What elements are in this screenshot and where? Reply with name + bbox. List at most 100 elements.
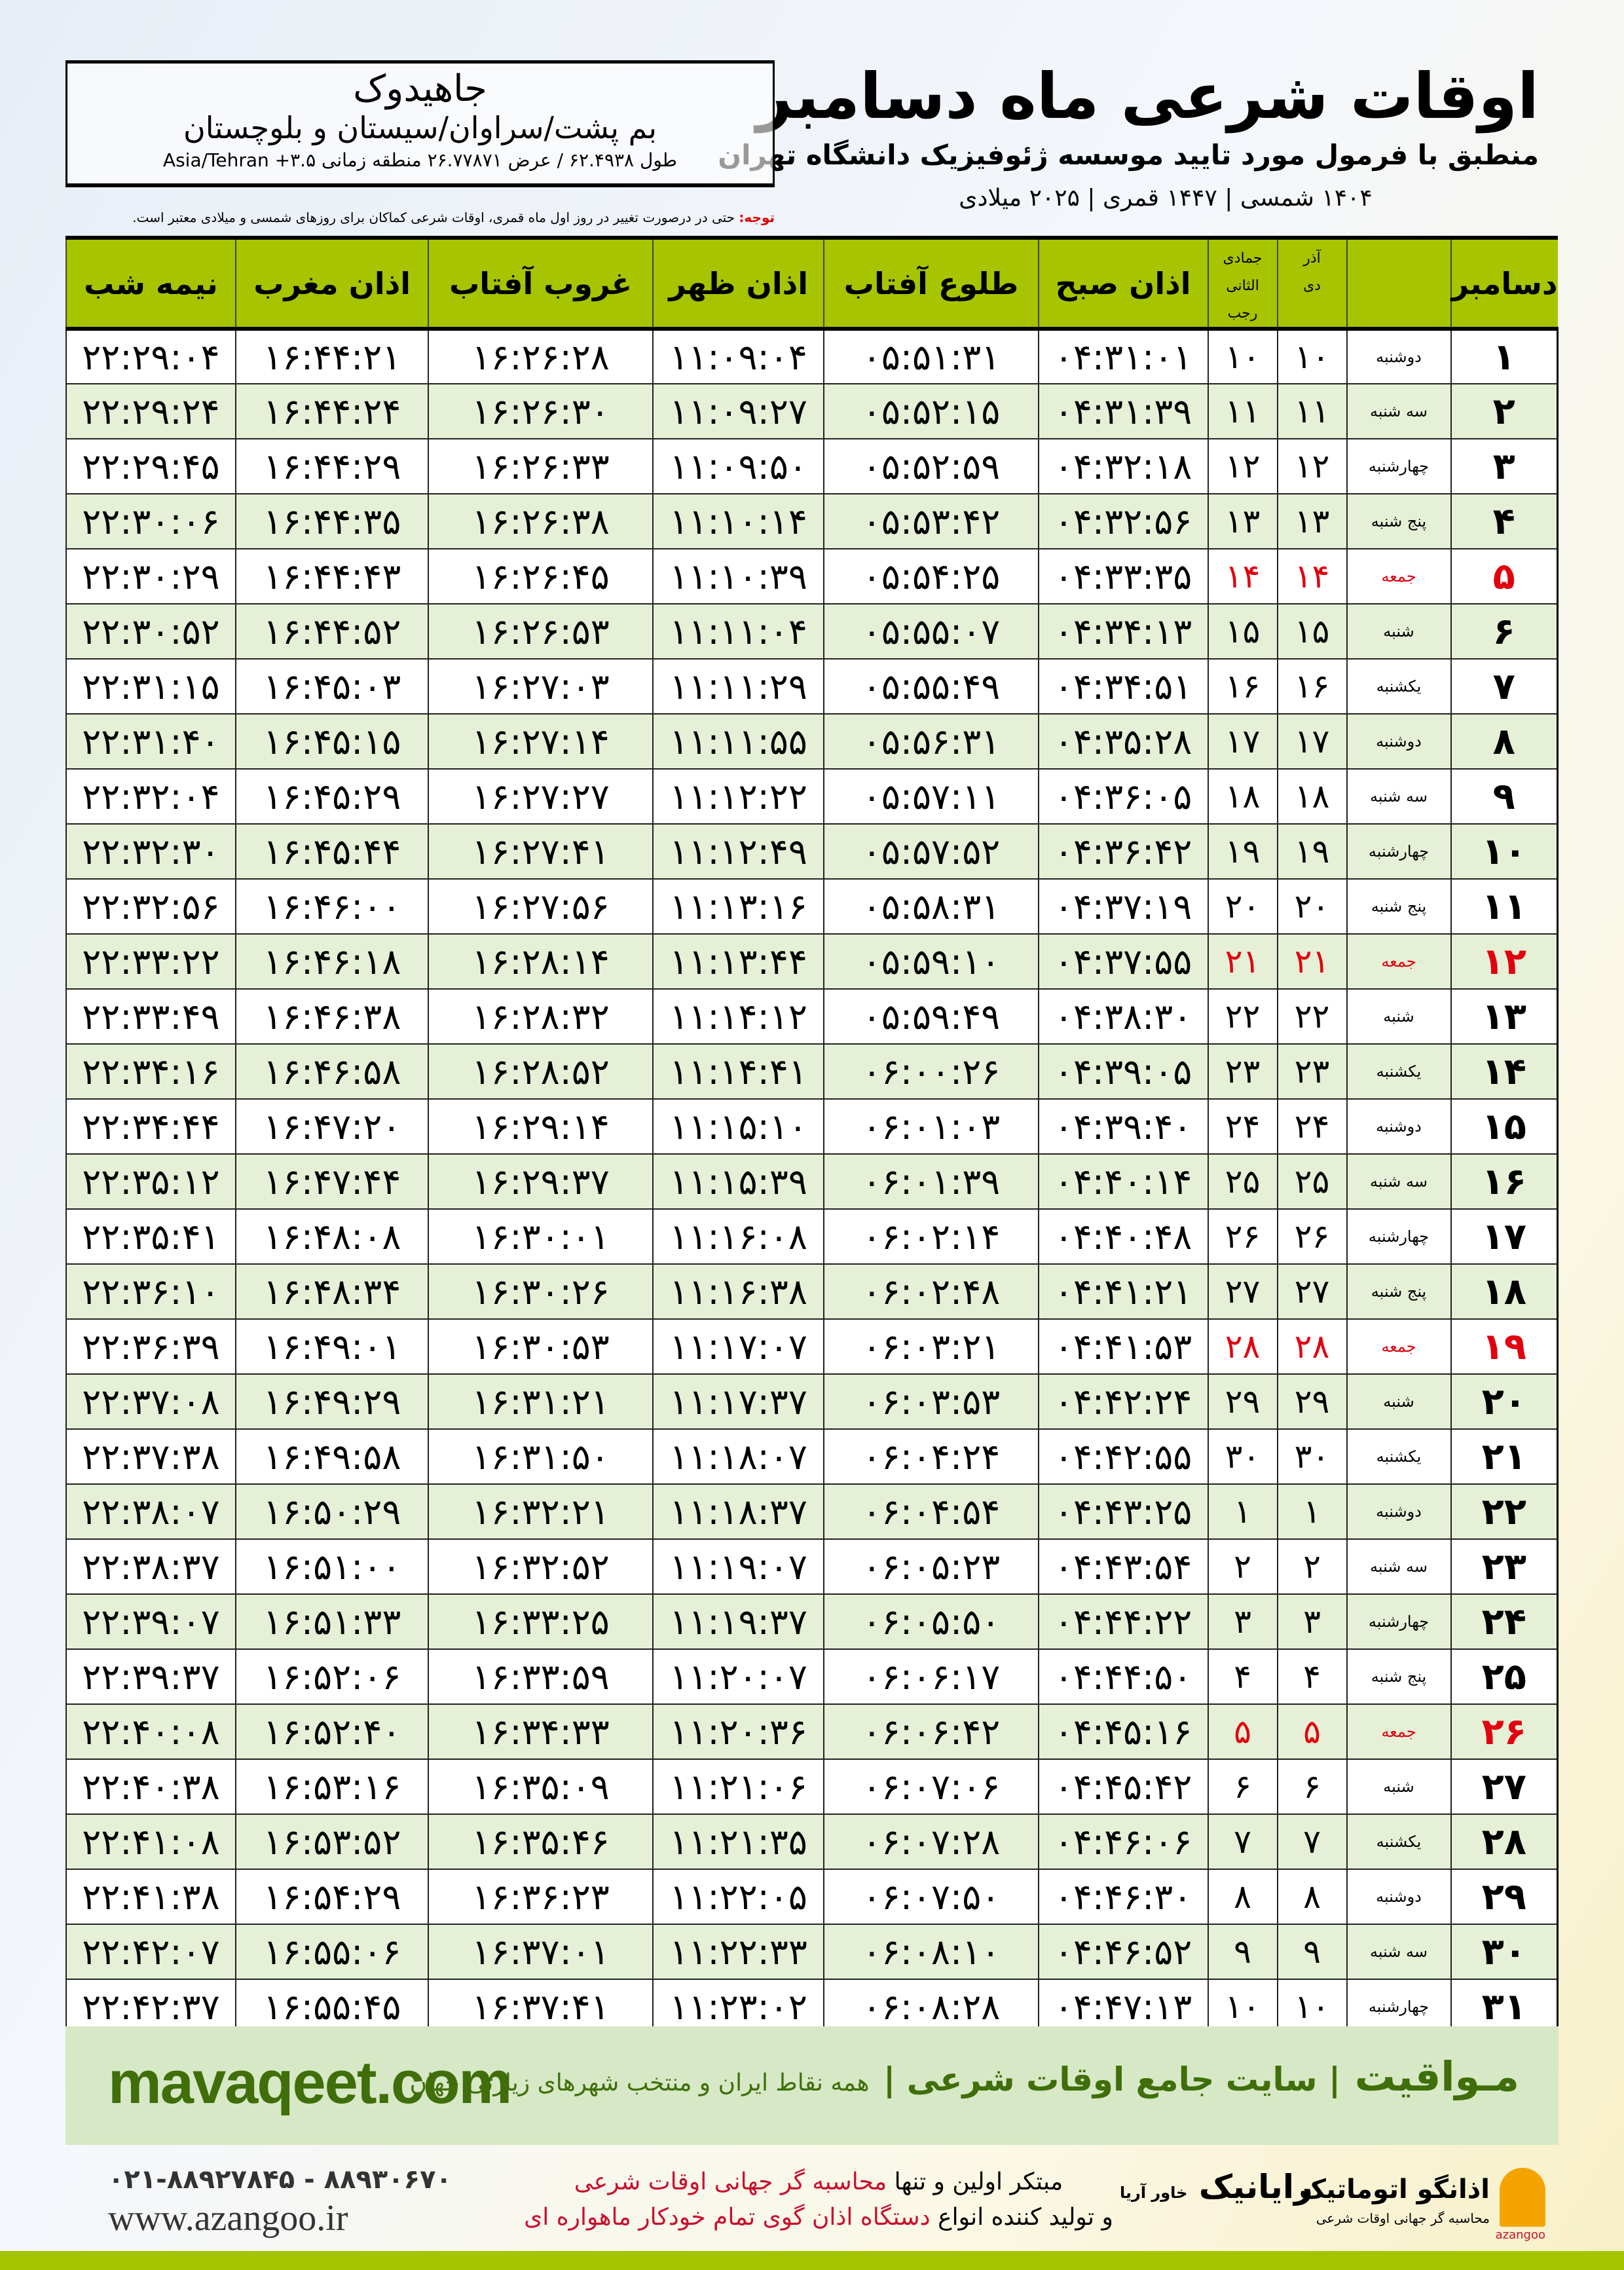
qamari-day: ۱	[1207, 1483, 1278, 1540]
note: توجه: حتی در درصورت تغییر در روز اول ماه…	[65, 210, 775, 225]
fajr-time: ۰۴:۴۰:۱۴	[1037, 1153, 1209, 1210]
sunset-time: ۱۶:۲۶:۳۸	[428, 493, 654, 550]
day-number: ۵	[1450, 548, 1559, 605]
maghrib-time: ۱۶:۴۷:۴۴	[234, 1153, 430, 1210]
sunrise-time: ۰۵:۵۴:۲۵	[823, 548, 1039, 605]
weekday: چهارشنبه	[1346, 1208, 1452, 1265]
rayanik-logo: رایانیک خاور آریا	[1120, 2168, 1313, 2206]
table-row: ۲۲ دوشنبه ۱ ۱ ۰۴:۴۳:۲۵ ۰۶:۰۴:۵۴ ۱۱:۱۸:۳۷ ۱۶:۳۲:…	[65, 1483, 1559, 1540]
shamsi-day: ۸	[1276, 1869, 1348, 1926]
midnight-time: ۲۲:۳۴:۱۶	[65, 1043, 236, 1100]
maghrib-time: ۱۶:۵۲:۰۶	[234, 1648, 430, 1705]
sunset-time: ۱۶:۳۱:۵۰	[428, 1428, 654, 1485]
midnight-time: ۲۲:۴۱:۰۸	[65, 1814, 236, 1870]
day-number: ۸	[1450, 713, 1559, 770]
azangoo-url[interactable]: www.azangoo.ir	[108, 2198, 348, 2239]
midnight-time: ۲۲:۳۵:۴۱	[65, 1208, 236, 1265]
sunrise-time: ۰۶:۰۸:۲۸	[823, 1979, 1039, 2036]
midnight-time: ۲۲:۴۰:۰۸	[65, 1703, 236, 1760]
sunrise-time: ۰۶:۰۵:۵۰	[823, 1593, 1039, 1650]
shamsi-day: ۴	[1276, 1648, 1348, 1705]
fajr-time: ۰۴:۴۲:۲۴	[1037, 1373, 1209, 1430]
maghrib-time: ۱۶:۵۱:۳۳	[234, 1593, 430, 1650]
dhuhr-time: ۱۱:۲۱:۳۵	[652, 1814, 825, 1870]
fajr-time: ۰۴:۳۹:۰۵	[1037, 1043, 1209, 1100]
shamsi-day: ۱۷	[1276, 713, 1348, 770]
fajr-time: ۰۴:۳۹:۴۰	[1037, 1098, 1209, 1155]
sunrise-time: ۰۶:۰۷:۰۶	[823, 1758, 1039, 1815]
table-row: ۲۱ یکشنبه ۳۰ ۳۰ ۰۴:۴۲:۵۵ ۰۶:۰۴:۲۴ ۱۱:۱۸:۰۷ ۱۶:۳…	[65, 1428, 1559, 1485]
day-number: ۱۲	[1450, 933, 1559, 990]
midnight-time: ۲۲:۳۰:۵۲	[65, 603, 236, 660]
day-number: ۲۴	[1450, 1593, 1559, 1650]
midnight-time: ۲۲:۳۲:۵۶	[65, 878, 236, 935]
footer: ۰۲۱-۸۸۹۲۷۸۴۵ - ۸۸۹۳۰۶۷۰ www.azangoo.ir م…	[65, 2161, 1559, 2242]
sunrise-time: ۰۵:۵۳:۴۲	[823, 493, 1039, 550]
fajr-time: ۰۴:۳۵:۲۸	[1037, 713, 1209, 770]
sunrise-time: ۰۵:۵۵:۴۹	[823, 658, 1039, 715]
fajr-time: ۰۴:۴۵:۱۶	[1037, 1703, 1209, 1760]
sunrise-time: ۰۶:۰۲:۱۴	[823, 1208, 1039, 1265]
dhuhr-time: ۱۱:۰۹:۵۰	[652, 438, 825, 495]
midnight-time: ۲۲:۳۱:۴۰	[65, 713, 236, 770]
header-weekday	[1346, 235, 1451, 331]
weekday: یکشنبه	[1346, 1428, 1452, 1485]
table-row: ۲۸ یکشنبه ۷ ۷ ۰۴:۴۶:۰۶ ۰۶:۰۷:۲۸ ۱۱:۲۱:۳۵ ۱۶:۳۵:…	[65, 1814, 1559, 1870]
dhuhr-time: ۱۱:۰۹:۰۴	[652, 328, 825, 385]
qamari-day: ۸	[1207, 1869, 1278, 1926]
midnight-time: ۲۲:۳۰:۰۶	[65, 493, 236, 550]
tagline-small: همه نقاط ایران و منتخب شهرهای زیارتی جها…	[409, 2070, 870, 2096]
fajr-time: ۰۴:۴۳:۲۵	[1037, 1483, 1209, 1540]
sunrise-time: ۰۵:۵۱:۳۱	[823, 328, 1039, 385]
midnight-time: ۲۲:۲۹:۲۴	[65, 383, 236, 440]
shamsi-day: ۲۷	[1276, 1263, 1348, 1320]
shamsi-day: ۱۹	[1276, 823, 1348, 880]
rayanik-small: خاور آریا	[1120, 2184, 1188, 2202]
header-fajr: اذان صبح	[1037, 235, 1208, 331]
dhuhr-time: ۱۱:۱۹:۳۷	[652, 1593, 825, 1650]
sunrise-time: ۰۶:۰۵:۲۳	[823, 1538, 1039, 1595]
day-number: ۱۶	[1450, 1153, 1559, 1210]
midnight-time: ۲۲:۳۰:۲۹	[65, 548, 236, 605]
sunset-time: ۱۶:۳۰:۰۱	[428, 1208, 654, 1265]
site-url[interactable]: mavaqeet.com	[108, 2049, 512, 2116]
tagline: | سایت جامع اوقات شرعی |	[883, 2060, 1341, 2098]
bottom-strip	[0, 2251, 1624, 2270]
sunrise-time: ۰۶:۰۴:۵۴	[823, 1483, 1039, 1540]
weekday: دوشنبه	[1346, 1869, 1452, 1926]
sunrise-time: ۰۶:۰۴:۲۴	[823, 1428, 1039, 1485]
qamari-day: ۲۵	[1207, 1153, 1278, 1210]
page-subtitle: منطبق با فرمول مورد تایید موسسه ژئوفیزیک…	[718, 139, 1539, 171]
dhuhr-time: ۱۱:۱۲:۴۹	[652, 823, 825, 880]
midnight-time: ۲۲:۳۸:۰۷	[65, 1483, 236, 1540]
weekday: سه شنبه	[1346, 1924, 1452, 1981]
midnight-time: ۲۲:۴۱:۳۸	[65, 1869, 236, 1926]
sunrise-time: ۰۵:۵۹:۱۰	[823, 933, 1039, 990]
qamari-day: ۲۴	[1207, 1098, 1278, 1155]
phone-numbers: ۰۲۱-۸۸۹۲۷۸۴۵ - ۸۸۹۳۰۶۷۰	[108, 2165, 452, 2195]
table-row: ۲۴ چهارشنبه ۳ ۳ ۰۴:۴۴:۲۲ ۰۶:۰۵:۵۰ ۱۱:۱۹:۳۷ ۱۶:۳…	[65, 1593, 1559, 1650]
day-number: ۳۰	[1450, 1924, 1559, 1981]
qamari-day: ۴	[1207, 1648, 1278, 1705]
shamsi-day: ۳۰	[1276, 1428, 1348, 1485]
midnight-time: ۲۲:۳۶:۳۹	[65, 1318, 236, 1375]
sunset-time: ۱۶:۳۵:۰۹	[428, 1758, 654, 1815]
shamsi-day: ۱۶	[1276, 658, 1348, 715]
sunset-time: ۱۶:۲۸:۵۲	[428, 1043, 654, 1100]
azangoo-text: اذانگو اتوماتیک	[1299, 2174, 1490, 2205]
sunrise-time: ۰۶:۰۱:۳۹	[823, 1153, 1039, 1210]
sunset-time: ۱۶:۲۹:۱۴	[428, 1098, 654, 1155]
midnight-time: ۲۲:۳۲:۳۰	[65, 823, 236, 880]
shamsi-day: ۲۳	[1276, 1043, 1348, 1100]
adv-line2a: و تولید کننده انواع	[938, 2204, 1113, 2231]
qamari-day: ۲۳	[1207, 1043, 1278, 1100]
midnight-time: ۲۲:۳۹:۳۷	[65, 1648, 236, 1705]
weekday: دوشنبه	[1346, 328, 1452, 385]
prayer-times-table: دسامبر آذر دی جمادی الثانی رجب اذان صبح طل…	[65, 235, 1559, 2036]
day-number: ۱۵	[1450, 1098, 1559, 1155]
midnight-time: ۲۲:۳۶:۱۰	[65, 1263, 236, 1320]
day-number: ۲	[1450, 383, 1559, 440]
table-header: دسامبر آذر دی جمادی الثانی رجب اذان صبح طل…	[65, 235, 1558, 331]
table-row: ۱۴ یکشنبه ۲۳ ۲۳ ۰۴:۳۹:۰۵ ۰۶:۰۰:۲۶ ۱۱:۱۴:۴۱ ۱۶:۲…	[65, 1043, 1559, 1100]
dhuhr-time: ۱۱:۲۰:۰۷	[652, 1648, 825, 1705]
